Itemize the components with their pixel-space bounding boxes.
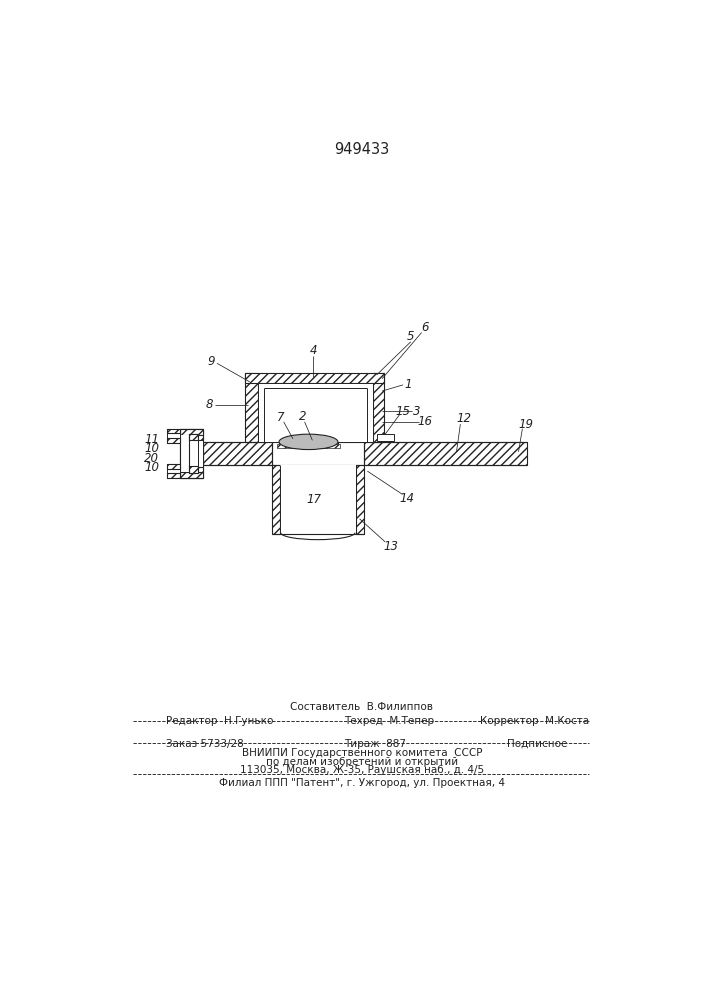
Text: 14: 14 bbox=[399, 492, 414, 505]
Bar bbox=[264, 388, 368, 442]
Bar bbox=[363, 442, 527, 465]
Bar bbox=[168, 464, 180, 469]
Bar bbox=[168, 464, 180, 478]
Bar bbox=[356, 465, 363, 534]
Text: 10: 10 bbox=[144, 461, 159, 474]
Text: Редактор  Н.Гунько: Редактор Н.Гунько bbox=[166, 716, 273, 726]
Bar bbox=[258, 383, 264, 442]
Bar bbox=[276, 444, 340, 448]
Text: 5: 5 bbox=[407, 330, 414, 343]
Bar bbox=[258, 383, 373, 442]
Bar bbox=[180, 453, 203, 478]
Bar bbox=[272, 465, 280, 534]
Bar bbox=[180, 429, 203, 453]
Text: 16: 16 bbox=[417, 415, 432, 428]
Bar bbox=[180, 472, 203, 478]
Text: 11: 11 bbox=[144, 433, 159, 446]
Bar bbox=[373, 373, 385, 442]
Bar bbox=[258, 383, 373, 388]
Text: 8: 8 bbox=[206, 398, 213, 411]
Bar bbox=[168, 438, 180, 443]
Bar bbox=[189, 453, 199, 473]
Bar bbox=[368, 383, 373, 442]
Text: 13: 13 bbox=[383, 540, 398, 553]
Bar bbox=[363, 445, 522, 462]
Text: 3: 3 bbox=[413, 405, 421, 418]
Bar bbox=[272, 442, 363, 465]
Bar bbox=[208, 445, 272, 462]
Bar bbox=[377, 434, 394, 441]
Text: Тираж  887: Тираж 887 bbox=[344, 739, 406, 749]
Bar bbox=[168, 473, 180, 478]
Text: 15: 15 bbox=[395, 405, 411, 418]
Bar bbox=[180, 435, 203, 472]
Text: 113035, Москва, Ж-35, Раушская наб., д. 4/5: 113035, Москва, Ж-35, Раушская наб., д. … bbox=[240, 765, 484, 775]
Bar bbox=[168, 429, 180, 433]
Text: 10: 10 bbox=[144, 442, 159, 455]
Bar bbox=[168, 429, 180, 443]
Text: 19: 19 bbox=[518, 418, 533, 431]
Bar bbox=[279, 442, 338, 447]
Bar bbox=[280, 465, 356, 534]
Text: 949433: 949433 bbox=[334, 142, 390, 157]
Bar bbox=[180, 429, 203, 435]
Text: по делам изобретений и открытий: по делам изобретений и открытий bbox=[266, 757, 458, 767]
Bar bbox=[245, 373, 258, 442]
Bar bbox=[203, 442, 272, 465]
Text: Техред  М.Тепер: Техред М.Тепер bbox=[344, 716, 434, 726]
Bar bbox=[199, 440, 203, 467]
Text: 1: 1 bbox=[404, 378, 412, 391]
Text: 7: 7 bbox=[277, 411, 284, 424]
Bar bbox=[199, 467, 203, 472]
Bar bbox=[189, 434, 199, 453]
Text: 20: 20 bbox=[144, 452, 159, 465]
Text: Составитель  В.Филиппов: Составитель В.Филиппов bbox=[291, 702, 433, 712]
Text: Корректор  М.Коста: Корректор М.Коста bbox=[480, 716, 589, 726]
Text: Филиал ППП "Патент", г. Ужгород, ул. Проектная, 4: Филиал ППП "Патент", г. Ужгород, ул. Про… bbox=[219, 778, 505, 788]
Bar bbox=[189, 434, 199, 440]
Ellipse shape bbox=[279, 434, 338, 450]
Bar bbox=[189, 440, 199, 466]
Bar bbox=[245, 373, 385, 383]
Text: 17: 17 bbox=[306, 493, 322, 506]
Text: 4: 4 bbox=[310, 344, 317, 357]
Text: 12: 12 bbox=[456, 412, 471, 425]
Bar bbox=[199, 435, 203, 440]
Bar bbox=[189, 466, 199, 473]
Text: Подписное: Подписное bbox=[507, 739, 567, 749]
Text: 2: 2 bbox=[298, 410, 306, 423]
Bar bbox=[208, 445, 272, 462]
Text: 9: 9 bbox=[207, 355, 215, 368]
Text: Заказ 5733/28: Заказ 5733/28 bbox=[166, 739, 244, 749]
Text: 6: 6 bbox=[422, 321, 429, 334]
Text: ВНИИПИ Государственного комитета  СССР: ВНИИПИ Государственного комитета СССР bbox=[242, 748, 482, 758]
Bar bbox=[363, 445, 522, 462]
